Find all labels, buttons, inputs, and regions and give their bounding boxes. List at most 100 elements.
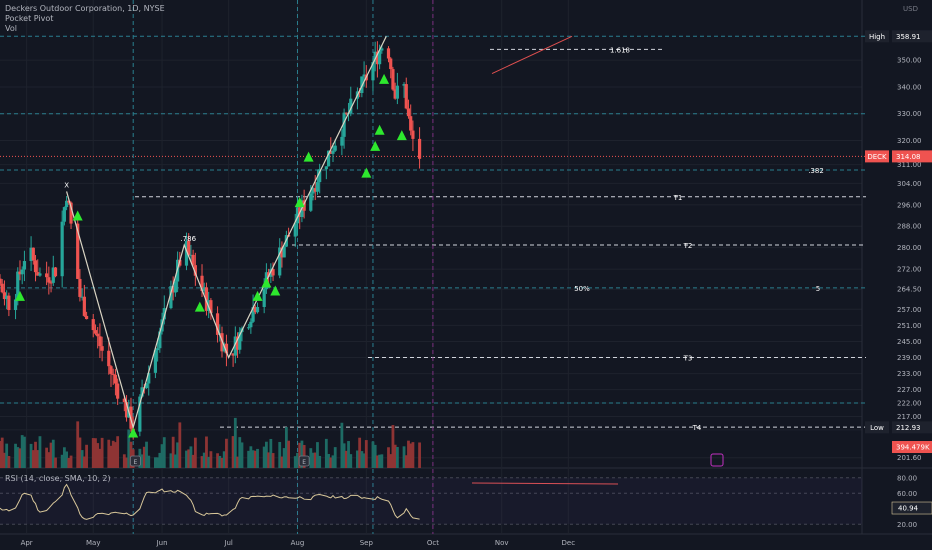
candle-body <box>98 336 102 347</box>
candle-body <box>409 116 413 131</box>
candle-body <box>393 89 397 99</box>
earnings-icon <box>130 455 141 467</box>
rsi-legend[interactable]: RSI (14, close, SMA, 10, 2) <box>5 474 111 483</box>
candle-body <box>329 150 333 154</box>
candle-body <box>20 269 24 275</box>
volume-bar <box>324 438 328 468</box>
volume-bar <box>376 455 379 468</box>
volume-bar <box>18 448 22 468</box>
volume-bar <box>249 446 253 468</box>
volume-bar <box>116 436 120 468</box>
rsi-badge-bg <box>891 501 932 515</box>
price-badge-label-bg <box>865 150 889 163</box>
level-label: 50% <box>574 285 590 293</box>
volume-bar <box>142 446 146 468</box>
pocket-pivot-marker <box>370 140 381 151</box>
candle-body <box>378 50 382 65</box>
price-badge-value: 212.93 <box>896 424 921 432</box>
candle-body <box>191 254 195 266</box>
candle-body <box>93 330 98 334</box>
candle-body <box>406 108 411 117</box>
candle-body <box>253 307 257 313</box>
candle-body <box>96 333 100 337</box>
candle-body <box>76 223 80 279</box>
candle-body <box>411 130 415 139</box>
volume-bar <box>209 451 213 468</box>
volume-bar <box>296 452 299 468</box>
volume-bar <box>402 446 406 468</box>
candle-body <box>31 247 35 261</box>
harmonic-wave-line <box>66 36 387 430</box>
volume-bar <box>47 452 51 468</box>
candle-body <box>18 271 22 275</box>
candle-body <box>389 58 393 70</box>
volume-bar <box>5 443 9 468</box>
candle-body <box>371 62 375 81</box>
level-label: T1 <box>673 194 683 202</box>
volume-bar <box>222 451 226 468</box>
candle-body <box>84 315 89 320</box>
volume-bar <box>200 456 204 468</box>
price-badge-label-bg <box>865 421 889 434</box>
candle-body <box>380 48 384 51</box>
rsi-band <box>0 477 862 525</box>
candle-body <box>333 145 337 151</box>
volume-bar <box>178 422 182 468</box>
volume-bar <box>187 449 191 468</box>
candle-body <box>67 200 71 203</box>
volume-bar <box>233 417 237 468</box>
volume-bar <box>311 452 315 468</box>
volume-bar <box>216 453 219 468</box>
volume-bar <box>309 448 313 468</box>
y-tick-label: 239.00 <box>897 354 922 362</box>
rsi-line <box>0 483 420 520</box>
price-badge-label: High <box>869 33 885 41</box>
candle-body <box>202 287 206 292</box>
price-badge-bg <box>892 30 932 43</box>
volume-bar <box>327 453 330 468</box>
candle-body <box>313 188 317 192</box>
volume-bar <box>407 440 410 468</box>
candle-body <box>111 373 115 375</box>
candle-body <box>184 240 189 266</box>
candle-body <box>282 246 286 258</box>
volume-bar <box>329 457 333 468</box>
volume-bar <box>404 455 408 468</box>
candle-body <box>144 383 149 389</box>
volume-bar <box>247 450 251 468</box>
candle-body <box>2 292 7 300</box>
volume-bar <box>29 443 33 468</box>
price-badge-label: DECK <box>867 153 887 161</box>
candle-body <box>51 267 55 283</box>
volume-bar <box>49 442 53 468</box>
candle-body <box>315 182 320 192</box>
volume-bar <box>364 440 368 468</box>
volume-indicator-label[interactable]: Vol <box>5 24 17 33</box>
volume-bar <box>45 447 49 468</box>
candle-body <box>326 150 331 167</box>
candle-body <box>302 200 306 211</box>
pocket-pivot-marker <box>252 290 263 301</box>
candle-body <box>251 307 255 322</box>
volume-bar <box>98 448 102 468</box>
pocket-pivot-indicator-label[interactable]: Pocket Pivot <box>5 14 54 23</box>
volume-bar <box>393 444 397 468</box>
candle-body <box>362 74 366 77</box>
candle-body <box>49 282 53 284</box>
volume-bar <box>253 450 257 468</box>
volume-bar <box>0 440 2 468</box>
volume-bar <box>240 442 244 468</box>
volume-bar <box>100 437 104 468</box>
x-tick-label: Dec <box>562 539 576 547</box>
level-label: T2 <box>683 242 693 250</box>
volume-bar <box>125 457 128 468</box>
volume-bar <box>202 452 206 468</box>
candle-body <box>318 169 322 183</box>
volume-bar <box>65 451 68 468</box>
price-badge-bg <box>892 421 932 434</box>
volume-bar <box>80 450 84 468</box>
x-tick-label: Oct <box>427 539 439 547</box>
volume-bar <box>387 447 390 468</box>
price-badge-value: 314.08 <box>896 153 921 161</box>
